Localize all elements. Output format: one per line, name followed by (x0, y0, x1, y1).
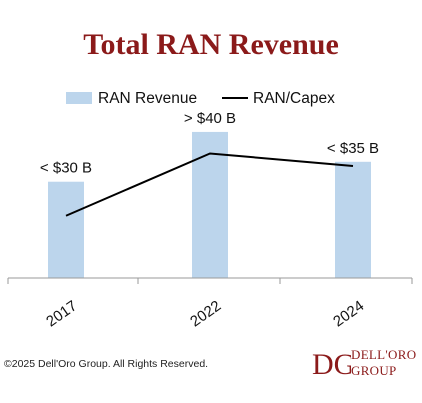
legend-label-ran-revenue: RAN Revenue (98, 90, 197, 107)
data-label-2022: > $40 B (184, 110, 236, 127)
data-label-2024: < $35 B (327, 140, 379, 157)
logo-line-2: GROUP (351, 363, 397, 378)
logo-monogram: DG (312, 348, 351, 380)
data-labels: < $30 B > $40 B < $35 B (40, 110, 379, 177)
legend-label-ran-capex: RAN/Capex (253, 90, 335, 107)
legend-swatch-ran-revenue (66, 92, 92, 104)
x-axis-tick-labels: 2017 2022 2024 (43, 297, 367, 330)
data-label-2017: < $30 B (40, 160, 92, 177)
bar-2024 (335, 161, 371, 278)
copyright-notice: ©2025 Dell'Oro Group. All Rights Reserve… (4, 358, 209, 370)
bar-2022 (192, 131, 228, 278)
bar-2017 (48, 181, 84, 278)
x-tick-label-2017: 2017 (43, 297, 80, 330)
delloro-monogram-icon: DG (312, 348, 355, 381)
x-tick-label-2024: 2024 (330, 297, 367, 330)
logo-wordmark: DELL'ORO GROUP (351, 347, 416, 379)
ran-capex-line (65, 152, 354, 217)
logo-line-1: DELL'ORO (351, 347, 417, 362)
legend: RAN Revenue RAN/Capex (66, 90, 335, 107)
x-tick-label-2022: 2022 (187, 297, 224, 330)
delloro-logo: DG DELL'ORO GROUP (311, 346, 419, 381)
bars (48, 131, 371, 278)
chart-title: Total RAN Revenue (83, 28, 339, 61)
x-axis-ticks (7, 278, 413, 284)
